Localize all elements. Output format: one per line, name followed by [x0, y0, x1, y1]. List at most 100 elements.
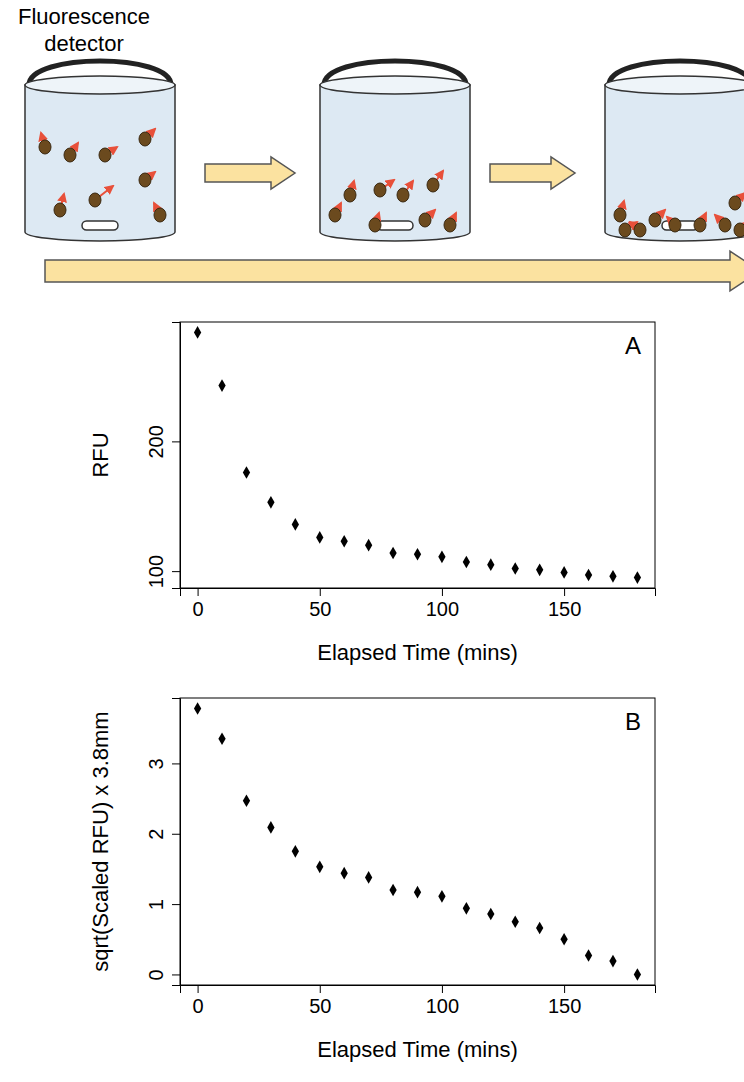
particle	[54, 203, 66, 217]
x-tick-mark	[320, 985, 321, 993]
beaker	[25, 61, 175, 241]
stir-bar	[377, 221, 413, 230]
beaker-rim	[25, 76, 175, 94]
data-point	[585, 949, 592, 962]
data-point	[365, 871, 372, 884]
plot-frame	[180, 698, 655, 985]
x-tick-label: 50	[309, 598, 331, 620]
x-tick-mark	[320, 588, 321, 596]
data-point	[218, 732, 225, 745]
y-tick-mark	[172, 904, 180, 905]
particle	[614, 208, 626, 222]
x-axis-title: Elapsed Time (mins)	[317, 640, 518, 665]
x-tick-label: 0	[193, 598, 204, 620]
data-point	[487, 908, 494, 921]
y-tick: 2	[145, 829, 180, 840]
x-tick-mark	[198, 588, 199, 596]
x-tick-label: 0	[193, 995, 204, 1017]
particle	[154, 208, 166, 222]
data-point	[634, 968, 641, 981]
particle	[397, 188, 409, 202]
data-point	[634, 571, 641, 584]
particle	[344, 188, 356, 202]
x-tick: 50	[309, 985, 331, 1017]
x-tick: 100	[426, 588, 459, 620]
data-point	[341, 867, 348, 880]
panel-letter: A	[625, 332, 641, 359]
data-point	[243, 466, 250, 479]
particle	[444, 218, 456, 232]
stir-bar	[82, 221, 118, 230]
points	[194, 326, 641, 584]
x-axis-line	[181, 589, 656, 597]
y-tick-label: 3	[145, 758, 167, 769]
y-tick-mark	[172, 763, 180, 764]
plot-frame	[180, 322, 655, 588]
x-tick-mark	[564, 588, 565, 596]
x-tick: 0	[193, 985, 204, 1017]
data-point	[389, 884, 396, 897]
beaker-rim	[605, 76, 744, 94]
y-tick-label: 1	[145, 899, 167, 910]
y-axis-title: sqrt(Scaled RFU) x 3.8mm	[88, 711, 113, 971]
x-axis-line	[181, 986, 656, 994]
particle	[734, 223, 744, 237]
particle	[419, 213, 431, 227]
y-axis-line	[172, 323, 181, 589]
data-point	[218, 379, 225, 392]
data-point	[463, 902, 470, 915]
y-tick-label: 2	[145, 829, 167, 840]
particle	[669, 218, 681, 232]
particle	[64, 148, 76, 162]
y-tick-label: 0	[145, 969, 167, 980]
x-axis-title: Elapsed Time (mins)	[317, 1037, 518, 1062]
y-tick: 1	[145, 899, 180, 910]
panel-letter: B	[625, 708, 641, 735]
data-point	[389, 547, 396, 560]
y-tick-mark	[172, 974, 180, 975]
data-point	[414, 886, 421, 899]
data-point	[438, 890, 445, 903]
x-tick-mark	[442, 588, 443, 596]
particle	[374, 183, 386, 197]
points	[194, 702, 641, 981]
x-tick: 150	[548, 588, 581, 620]
y-axis: 0 1 2 3	[145, 699, 181, 986]
data-point	[585, 569, 592, 582]
beaker-body	[320, 85, 470, 241]
chart-panel: 0 50 100 150 0 1 2 3 Elapsed Time (mins) sqrt(Sca…	[88, 698, 656, 1062]
data-point	[316, 531, 323, 544]
beaker	[320, 61, 470, 241]
data-point	[316, 861, 323, 874]
arrow	[490, 157, 575, 189]
data-point	[512, 562, 519, 575]
data-point	[267, 821, 274, 834]
x-tick-label: 150	[548, 598, 581, 620]
beaker-rim	[320, 76, 470, 94]
x-axis: 0 50 100 150	[181, 588, 656, 620]
particle	[139, 132, 151, 146]
data-point	[560, 933, 567, 946]
x-tick: 0	[193, 588, 204, 620]
particle	[99, 148, 111, 162]
x-tick-mark	[198, 985, 199, 993]
data-point	[536, 564, 543, 577]
x-tick-label: 100	[426, 995, 459, 1017]
particle	[427, 178, 439, 192]
y-tick-label: 100	[145, 555, 167, 588]
diagram: Fluorescencedetector	[18, 4, 744, 291]
particle	[719, 218, 731, 232]
particle	[39, 140, 51, 154]
data-point	[414, 548, 421, 561]
data-point	[609, 570, 616, 583]
particle	[89, 193, 101, 207]
data-point	[609, 955, 616, 968]
chart-panel: 050100150100200Elapsed Time (mins)RFUA	[88, 322, 656, 665]
beaker	[605, 61, 744, 241]
particle	[139, 173, 151, 187]
x-tick-label: 50	[309, 995, 331, 1017]
data-point	[194, 326, 201, 339]
x-tick-label: 150	[548, 995, 581, 1017]
x-tick: 100	[426, 985, 459, 1017]
y-tick: 100	[145, 555, 180, 588]
